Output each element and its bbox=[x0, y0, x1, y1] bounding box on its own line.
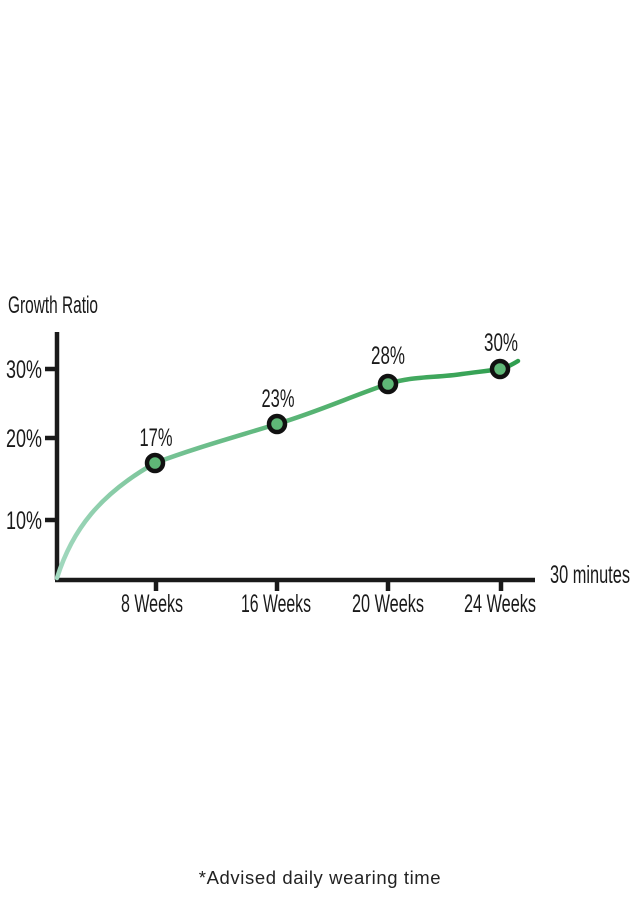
x-tick-label-16w: 16 Weeks bbox=[241, 590, 311, 618]
data-point-label-16w: 23% bbox=[262, 385, 295, 413]
data-point-8w bbox=[144, 452, 166, 474]
data-point-label-24w: 30% bbox=[484, 329, 518, 357]
data-point-24w bbox=[489, 358, 511, 380]
y-tick-label-30: 30% bbox=[6, 356, 42, 384]
x-tick-label-8w: 8 Weeks bbox=[121, 590, 183, 618]
x-axis-end-label: 30 minutes bbox=[550, 561, 630, 589]
data-point-label-8w: 17% bbox=[140, 424, 173, 452]
footnote: *Advised daily wearing time bbox=[199, 867, 441, 888]
chart-title: Growth Ratio bbox=[8, 292, 98, 319]
data-point-label-20w: 28% bbox=[371, 342, 405, 370]
data-point-20w bbox=[377, 373, 399, 395]
y-tick-label-20: 20% bbox=[6, 425, 42, 453]
y-tick-label-10: 10% bbox=[6, 507, 42, 535]
data-point-16w bbox=[266, 413, 288, 435]
x-tick-label-24w: 24 Weeks bbox=[464, 590, 536, 618]
x-tick-label-20w: 20 Weeks bbox=[352, 590, 424, 618]
